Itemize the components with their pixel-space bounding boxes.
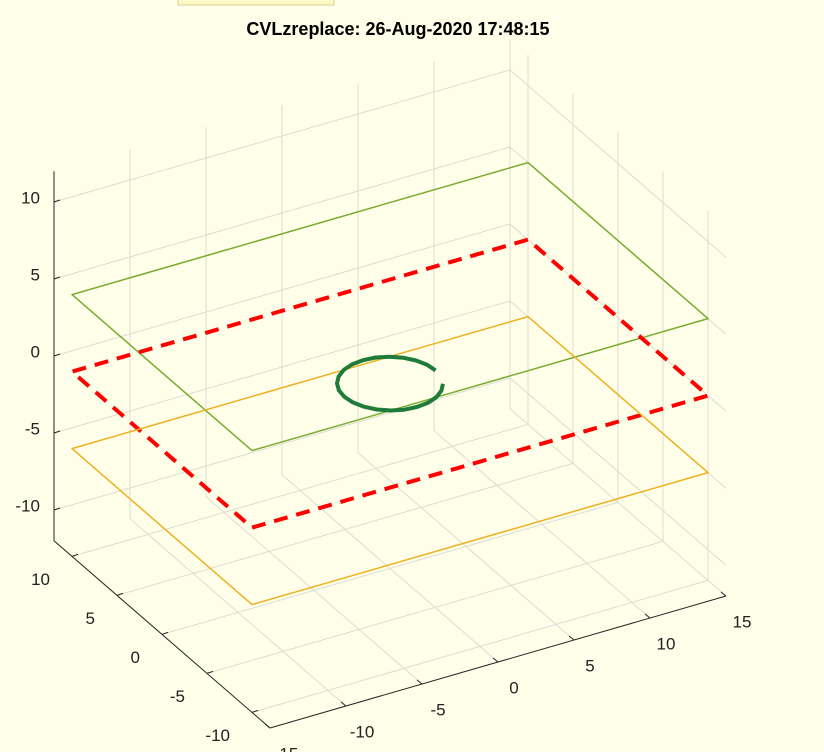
grid-line	[251, 579, 709, 713]
z-tick	[53, 507, 61, 511]
series-line	[71, 315, 709, 606]
grid-line	[53, 69, 511, 203]
tooltip-edge	[177, 0, 335, 6]
x-tick-label: 10	[657, 634, 676, 653]
x-tick-label: -5	[430, 700, 445, 719]
grid-line	[116, 462, 574, 596]
x-tick-label: 5	[585, 656, 594, 675]
x-tick	[264, 723, 271, 729]
grid-line	[161, 501, 619, 635]
series-line	[70, 237, 710, 530]
y-tick	[206, 670, 214, 674]
x-tick	[644, 613, 651, 619]
z-tick-label: 0	[31, 342, 40, 361]
y-tick-label: 0	[131, 648, 140, 667]
grid-line	[53, 300, 511, 434]
y-tick-label: -5	[170, 687, 185, 706]
chart-title: CVLzreplace: 26-Aug-2020 17:48:15	[246, 19, 549, 39]
z-tick-label: -5	[25, 419, 40, 438]
x-tick-label: 0	[509, 678, 518, 697]
z-tick	[53, 199, 61, 203]
z-tick-label: -10	[15, 496, 40, 515]
x-tick	[492, 657, 499, 663]
grid-line	[206, 540, 664, 674]
x-tick	[720, 591, 727, 597]
grid-line	[509, 223, 727, 412]
y-tick	[161, 631, 169, 635]
y-tick-label: 5	[86, 609, 95, 628]
grid-line	[53, 146, 511, 280]
x-tick	[340, 701, 347, 707]
z-tick	[53, 353, 61, 357]
z-tick	[53, 276, 61, 280]
grid-line	[71, 423, 529, 557]
x-tick	[568, 635, 575, 641]
series-line	[335, 354, 445, 413]
z-tick	[53, 430, 61, 434]
x-tick-label: 15	[733, 612, 752, 631]
grid-line	[53, 223, 511, 357]
series-line	[71, 161, 709, 452]
grid-line	[509, 377, 727, 566]
x-tick	[416, 679, 423, 685]
y-tick	[116, 592, 124, 596]
grid: -10 -5 0 5 10 -10 -5 0 5 10 -15 -10 -5 0 5 10 15	[15, 39, 751, 752]
z-tick-label: 10	[21, 188, 40, 207]
y-tick	[251, 709, 259, 713]
y-tick-label: -10	[205, 726, 230, 745]
grid-line	[509, 69, 727, 258]
y-tick-label: 10	[31, 570, 50, 589]
y-tick	[71, 553, 79, 557]
plot-area	[70, 161, 710, 606]
z-tick-label: 5	[31, 265, 40, 284]
x-tick-label: -10	[350, 722, 375, 741]
x-tick-label: -15	[274, 744, 299, 752]
